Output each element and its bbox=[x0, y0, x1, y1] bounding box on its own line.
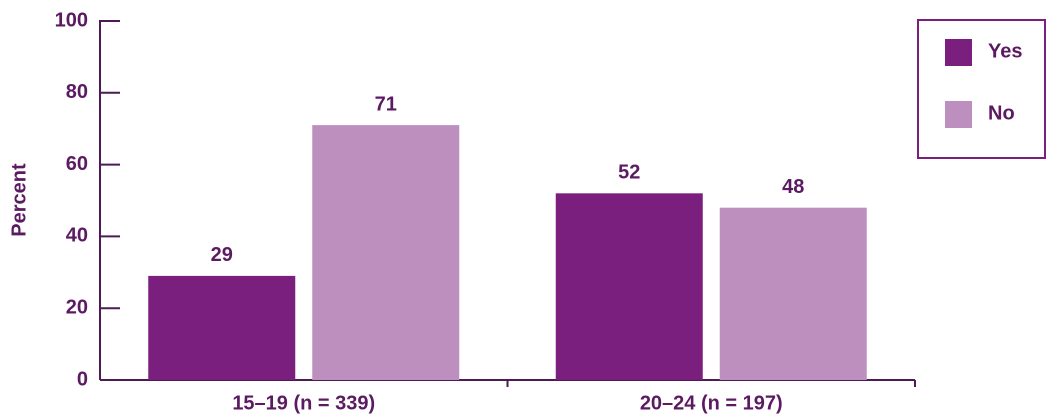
data-label: 48 bbox=[782, 176, 804, 198]
y-tick-label: 0 bbox=[77, 368, 88, 390]
data-label: 71 bbox=[375, 93, 397, 115]
bar bbox=[148, 275, 296, 380]
y-tick-label: 20 bbox=[66, 296, 88, 318]
y-tick-label: 80 bbox=[66, 81, 88, 103]
x-tick-label: 20–24 (n = 197) bbox=[640, 392, 783, 414]
legend-swatch bbox=[945, 101, 972, 128]
legend-label: Yes bbox=[988, 40, 1022, 62]
legend-box bbox=[917, 19, 1046, 159]
y-tick-label: 40 bbox=[66, 225, 88, 247]
y-axis-label: Percent bbox=[8, 163, 30, 237]
data-label: 29 bbox=[211, 244, 233, 266]
bar bbox=[555, 193, 703, 380]
y-tick-label: 100 bbox=[55, 9, 88, 31]
data-label: 52 bbox=[618, 162, 640, 184]
y-tick-label: 60 bbox=[66, 153, 88, 175]
legend-label: No bbox=[988, 102, 1015, 124]
bar bbox=[312, 125, 460, 380]
bar bbox=[719, 207, 867, 380]
x-tick-label: 15–19 (n = 339) bbox=[232, 392, 375, 414]
legend-swatch bbox=[945, 39, 972, 66]
